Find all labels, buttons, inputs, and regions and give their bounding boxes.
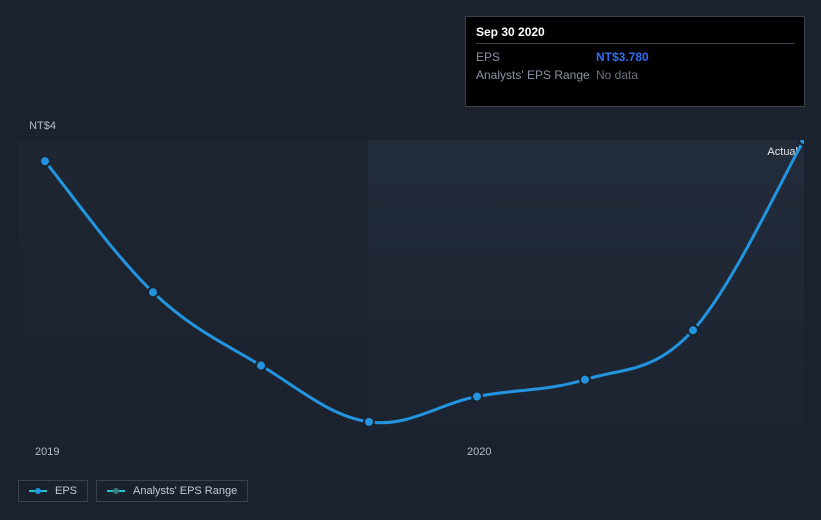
plot-area: Actual — [18, 140, 804, 436]
tooltip-value-range: No data — [596, 68, 638, 82]
tooltip: Sep 30 2020 EPS NT$3.780 Analysts' EPS R… — [465, 16, 805, 107]
chart-svg — [18, 140, 804, 436]
tooltip-value-eps: NT$3.780 — [596, 50, 649, 64]
x-tick-2019: 2019 — [35, 446, 59, 458]
legend-swatch-range — [107, 487, 125, 495]
eps-point[interactable] — [40, 156, 50, 166]
eps-point[interactable] — [688, 325, 698, 335]
eps-line — [45, 140, 804, 423]
tooltip-label-eps: EPS — [476, 50, 596, 64]
tooltip-date: Sep 30 2020 — [476, 25, 794, 44]
legend-swatch-eps — [29, 487, 47, 495]
tooltip-label-range: Analysts' EPS Range — [476, 68, 596, 82]
legend-item-range[interactable]: Analysts' EPS Range — [96, 480, 248, 502]
legend-label-range: Analysts' EPS Range — [133, 485, 237, 497]
eps-point[interactable] — [364, 417, 374, 427]
tooltip-row-eps: EPS NT$3.780 — [476, 48, 794, 66]
eps-point[interactable] — [472, 392, 482, 402]
chart-container: Sep 30 2020 EPS NT$3.780 Analysts' EPS R… — [0, 0, 821, 520]
legend-label-eps: EPS — [55, 485, 77, 497]
legend-item-eps[interactable]: EPS — [18, 480, 88, 502]
legend: EPS Analysts' EPS Range — [18, 480, 248, 502]
eps-point[interactable] — [256, 361, 266, 371]
tooltip-row-range: Analysts' EPS Range No data — [476, 66, 794, 84]
eps-point[interactable] — [148, 287, 158, 297]
eps-point[interactable] — [799, 140, 804, 145]
x-tick-2020: 2020 — [467, 446, 491, 458]
eps-point[interactable] — [580, 375, 590, 385]
y-tick-4: NT$4 — [16, 120, 56, 132]
